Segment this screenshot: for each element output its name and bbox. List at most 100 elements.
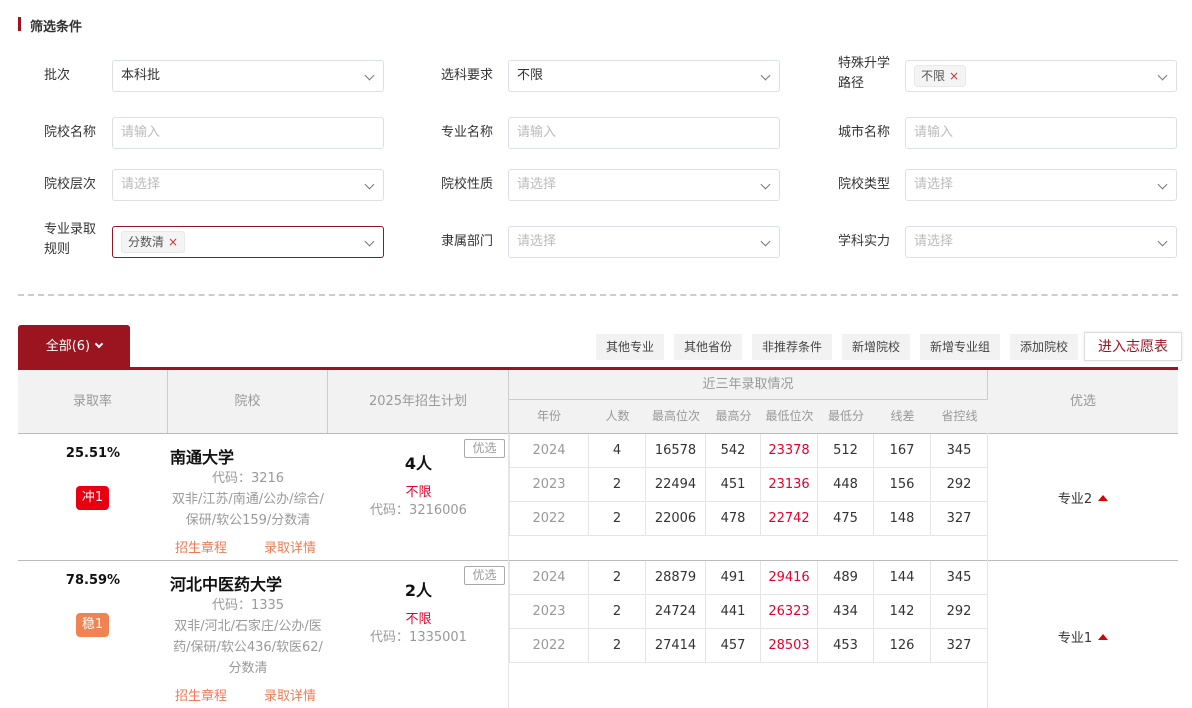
plan-count: 4人 (404, 454, 433, 473)
toolbar-button[interactable]: 新增专业组 (920, 334, 1000, 360)
filter-label: 院校层次 (44, 177, 97, 192)
history-cell: 28503 (761, 629, 818, 663)
history-cell: 24724 (646, 595, 706, 629)
chevron-down-icon (364, 236, 375, 247)
admission-rules-link[interactable]: 招生章程 (175, 541, 228, 556)
history-cell: 29416 (761, 561, 818, 595)
row-divider (18, 560, 1178, 561)
school-name[interactable]: 河北中医药大学 (170, 575, 283, 594)
filter-value: 请选择 (914, 177, 954, 192)
history-cell: 542 (706, 434, 761, 468)
history-cell: 2022 (509, 629, 589, 663)
history-cell: 327 (931, 502, 988, 536)
history-cell: 148 (874, 502, 931, 536)
filter-section-title: 筛选条件 (18, 16, 82, 35)
filter-select[interactable]: 请选择 (112, 169, 384, 201)
history-cell: 512 (818, 434, 874, 468)
filter-select[interactable]: 本科批 (112, 60, 384, 92)
filter-value: 请输入 (121, 125, 161, 140)
chevron-down-icon (364, 70, 375, 81)
filter-select[interactable]: 不限 (508, 60, 780, 92)
filter-select[interactable]: 分数清 × (112, 226, 384, 258)
chevron-down-icon (760, 70, 771, 81)
filter-value: 请输入 (914, 125, 954, 140)
caret-up-icon (1098, 495, 1109, 501)
history-cell: 22006 (646, 502, 706, 536)
school-name[interactable]: 南通大学 (170, 448, 235, 467)
filter-select[interactable]: 请选择 (905, 226, 1177, 258)
admission-rate: 78.59% (65, 573, 121, 588)
optimize-button[interactable]: 优选 (464, 566, 505, 585)
filter-input[interactable]: 请输入 (508, 117, 780, 149)
risk-badge: 冲1 (76, 486, 109, 510)
filter-select[interactable]: 不限 × (905, 60, 1177, 92)
tab-all[interactable]: 全部(6) (18, 325, 130, 368)
filter-tag: 分数清 × (121, 231, 186, 253)
tag-label: 分数清 (128, 235, 165, 249)
tab-label: 全部(6) (45, 339, 91, 354)
tag-label: 不限 (921, 69, 946, 83)
preferred-major[interactable]: 专业1 (988, 627, 1178, 646)
toolbar-button[interactable]: 新增院校 (842, 334, 910, 360)
preferred-major[interactable]: 专业2 (988, 488, 1178, 507)
plan-count: 2人 (404, 581, 433, 600)
history-cell: 2024 (509, 434, 589, 468)
toolbar-button[interactable]: 其他省份 (674, 334, 742, 360)
history-cell: 292 (931, 468, 988, 502)
history-cell: 2022 (509, 502, 589, 536)
history-cell: 292 (931, 595, 988, 629)
admission-details-link[interactable]: 录取详情 (264, 689, 317, 704)
history-cell: 27414 (646, 629, 706, 663)
history-cell: 434 (818, 595, 874, 629)
admission-details-link[interactable]: 录取详情 (264, 541, 317, 556)
history-cell: 2 (589, 629, 646, 663)
history-cell: 2 (589, 468, 646, 502)
history-cell: 489 (818, 561, 874, 595)
history-cell: 2023 (509, 595, 589, 629)
subheader: 线差 (874, 400, 931, 433)
filter-select[interactable]: 请选择 (905, 169, 1177, 201)
history-cell: 2023 (509, 468, 589, 502)
caret-up-icon (1098, 634, 1109, 640)
history-cell: 327 (931, 629, 988, 663)
history-cell: 4 (589, 434, 646, 468)
header-rate: 录取率 (18, 370, 168, 433)
toolbar-button[interactable]: 非推荐条件 (752, 334, 832, 360)
subheader: 最高位次 (646, 400, 706, 433)
history-cell: 478 (706, 502, 761, 536)
history-cell: 457 (706, 629, 761, 663)
filter-label: 批次 (44, 68, 71, 83)
filter-value: 请选择 (517, 177, 557, 192)
risk-badge: 稳1 (76, 613, 109, 637)
filter-select[interactable]: 请选择 (508, 169, 780, 201)
filter-label: 院校类型 (838, 177, 891, 192)
filter-select[interactable]: 请选择 (508, 226, 780, 258)
history-cell: 448 (818, 468, 874, 502)
tag-close-icon[interactable]: × (168, 235, 179, 249)
filter-tag: 不限 × (914, 65, 967, 87)
admission-rules-link[interactable]: 招生章程 (175, 689, 228, 704)
plan-code: 代码：1335001 (370, 630, 467, 645)
history-cell: 144 (874, 561, 931, 595)
history-cell: 345 (931, 561, 988, 595)
toolbar-button[interactable]: 其他专业 (596, 334, 664, 360)
history-cell: 453 (818, 629, 874, 663)
admission-rate: 25.51% (65, 446, 121, 461)
filter-label: 特殊升学路径 (838, 56, 891, 91)
filter-value: 不限 (517, 68, 544, 83)
history-cell: 126 (874, 629, 931, 663)
filter-value: 请输入 (517, 125, 557, 140)
toolbar-button[interactable]: 添加院校 (1010, 334, 1078, 360)
tag-close-icon[interactable]: × (949, 69, 960, 83)
preferred-major-label: 专业2 (1057, 492, 1093, 507)
chevron-down-icon (760, 236, 771, 247)
optimize-button[interactable]: 优选 (464, 439, 505, 458)
filter-input[interactable]: 请输入 (905, 117, 1177, 149)
toolbar-button[interactable]: 进入志愿表 (1084, 332, 1182, 361)
history-cell: 23136 (761, 468, 818, 502)
history-cell: 28879 (646, 561, 706, 595)
subheader: 最低分 (818, 400, 874, 433)
filter-value: 请选择 (517, 234, 557, 249)
history-cell: 26323 (761, 595, 818, 629)
filter-input[interactable]: 请输入 (112, 117, 384, 149)
